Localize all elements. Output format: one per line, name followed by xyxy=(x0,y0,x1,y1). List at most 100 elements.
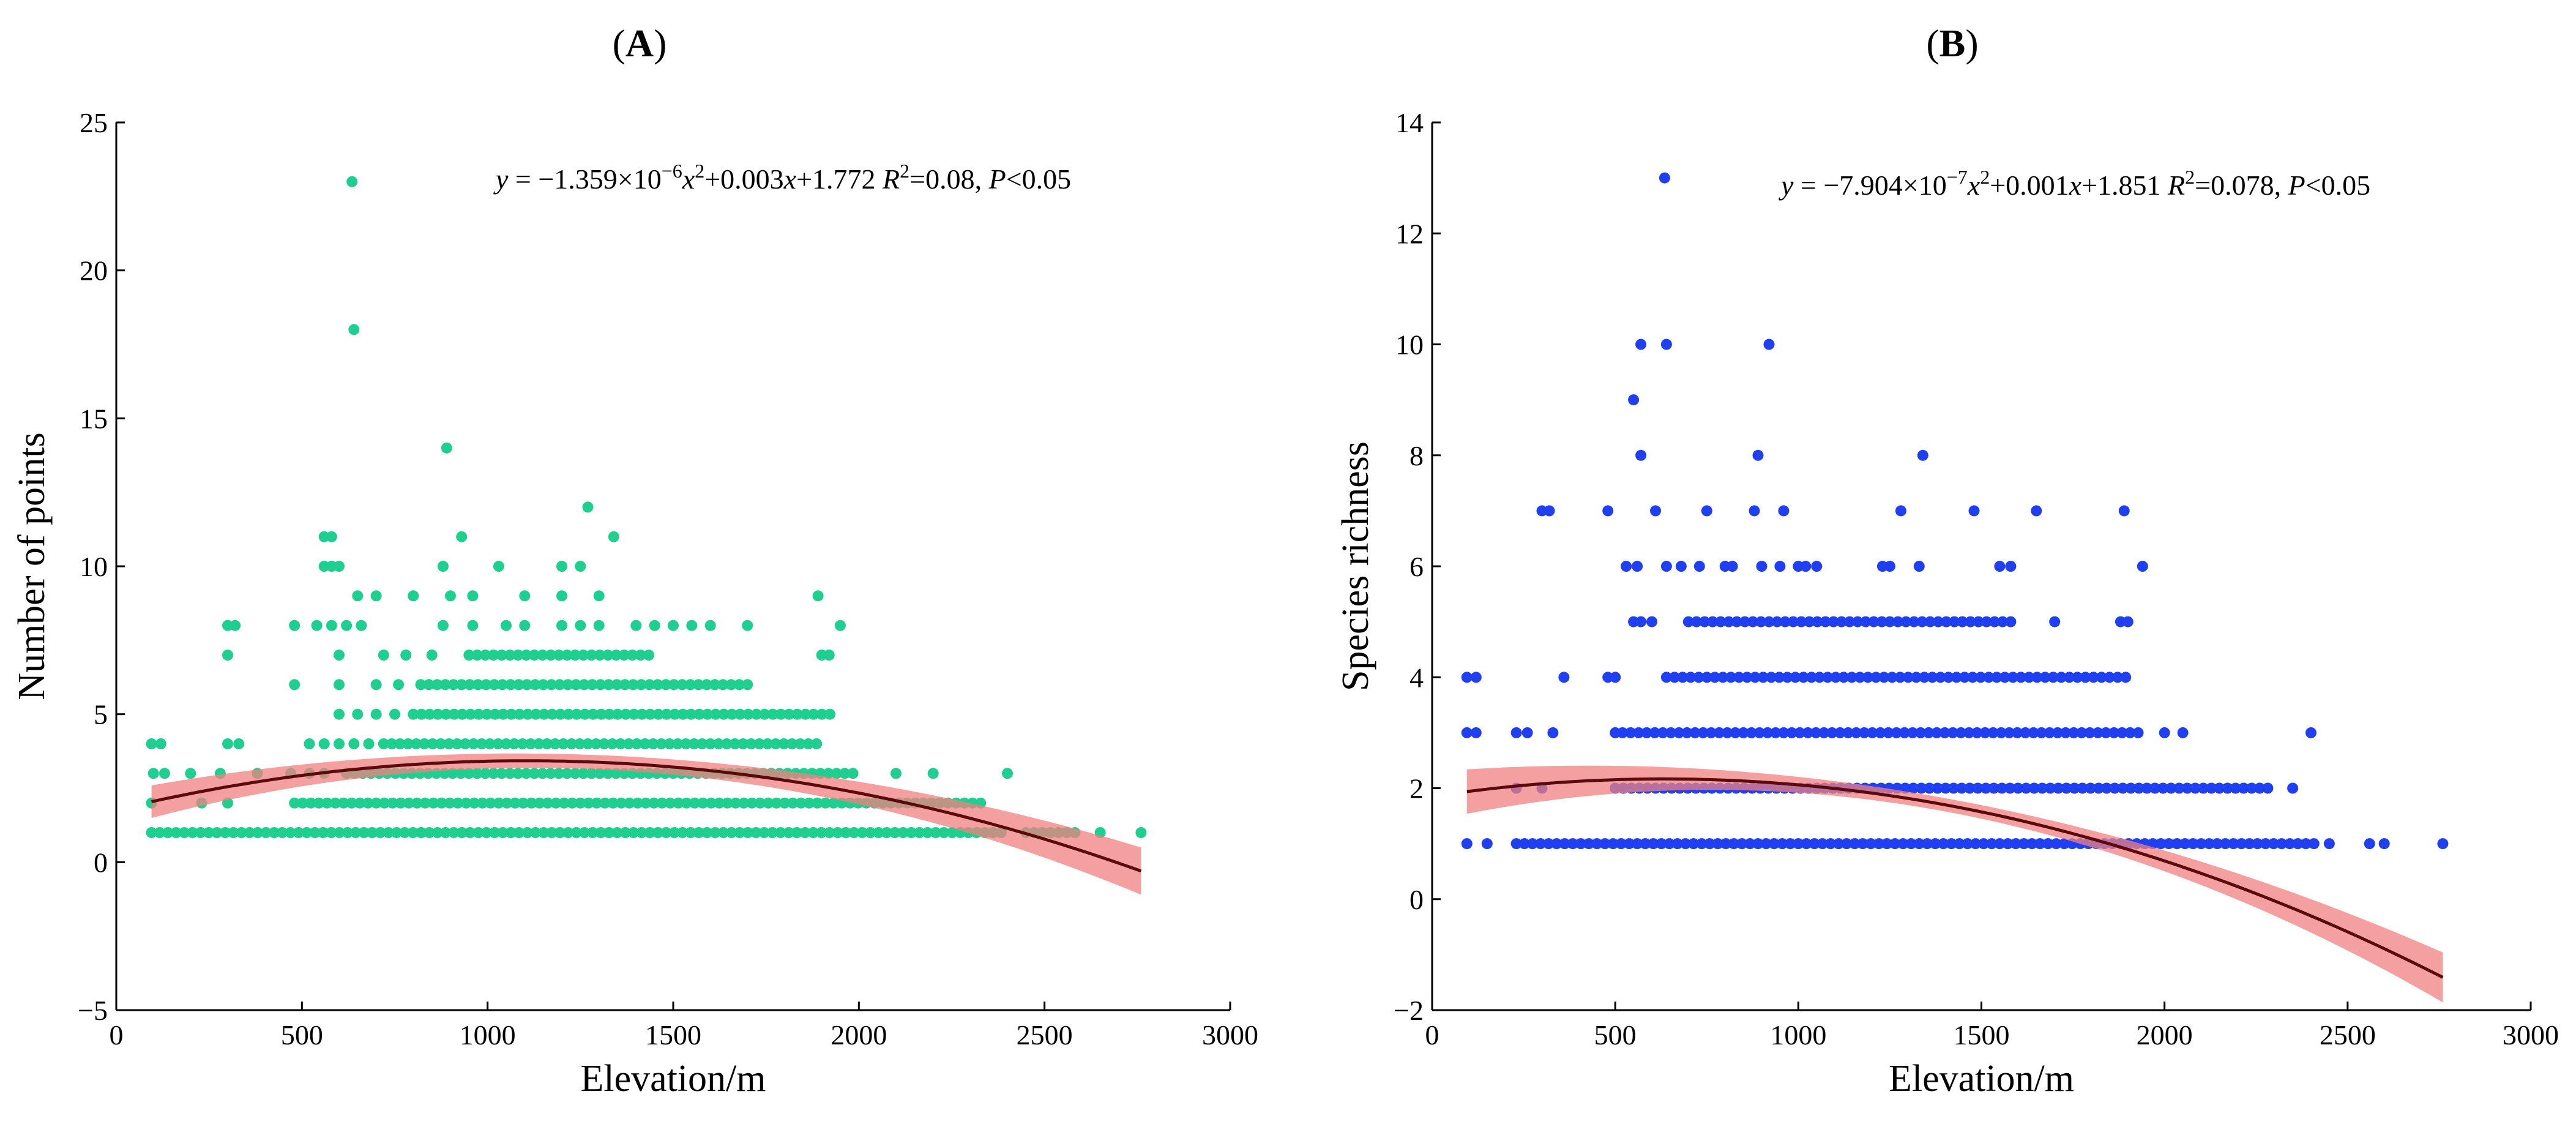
x-tick-label: 2500 xyxy=(1017,1019,1073,1051)
data-point xyxy=(1981,616,1992,628)
y-tick-label: −2 xyxy=(1394,995,1424,1026)
data-point xyxy=(437,620,449,631)
data-point xyxy=(435,738,447,749)
data-point xyxy=(530,708,542,720)
data-point xyxy=(1712,838,1723,850)
data-point xyxy=(612,708,623,720)
data-point xyxy=(399,827,411,838)
data-point xyxy=(423,679,435,691)
data-point xyxy=(631,738,643,749)
data-point xyxy=(1763,339,1775,350)
data-point xyxy=(2055,672,2067,683)
data-point xyxy=(644,827,655,838)
data-point xyxy=(370,797,382,809)
data-point xyxy=(677,827,689,838)
data-point xyxy=(709,679,720,691)
data-point xyxy=(602,768,614,779)
data-point xyxy=(746,797,758,809)
data-point xyxy=(2023,672,2035,683)
data-point xyxy=(819,797,831,809)
data-point xyxy=(1800,561,1812,572)
data-point xyxy=(2133,782,2145,794)
chart-b-x-axis-title: Elevation/m xyxy=(1889,1058,2074,1100)
data-point xyxy=(946,827,958,838)
data-point xyxy=(663,738,675,749)
data-point xyxy=(721,738,733,749)
data-point xyxy=(823,768,834,779)
data-point xyxy=(346,176,358,187)
data-point xyxy=(321,797,333,809)
data-point xyxy=(1567,838,1578,850)
data-point xyxy=(1709,672,1720,683)
data-point xyxy=(1924,782,1935,794)
data-point xyxy=(1930,838,1941,850)
data-point xyxy=(187,827,198,838)
eq-coef: = −1.359×10 xyxy=(508,163,661,195)
data-point xyxy=(2104,672,2115,683)
data-point xyxy=(599,738,610,749)
data-point xyxy=(378,738,389,749)
eq-square: 2 xyxy=(695,160,704,182)
data-point xyxy=(554,708,566,720)
data-point xyxy=(2268,838,2279,850)
eq-x: x xyxy=(682,163,695,195)
data-point xyxy=(545,650,556,661)
data-point xyxy=(652,827,664,838)
data-point xyxy=(1693,672,1704,683)
data-point xyxy=(1786,727,1798,738)
data-point xyxy=(2068,727,2080,738)
data-point xyxy=(553,650,565,661)
data-point xyxy=(538,827,550,838)
data-point xyxy=(456,827,468,838)
data-point xyxy=(750,708,762,720)
data-point xyxy=(2109,782,2121,794)
data-point xyxy=(1793,838,1804,850)
data-point xyxy=(1913,838,1925,850)
data-point xyxy=(1752,838,1764,850)
data-point xyxy=(1762,727,1774,738)
data-point xyxy=(501,797,513,809)
data-point xyxy=(260,827,272,838)
data-point xyxy=(505,679,517,691)
data-point xyxy=(1771,616,1783,628)
data-point xyxy=(556,620,567,631)
data-point xyxy=(1660,339,1672,350)
data-point xyxy=(608,531,619,542)
data-point xyxy=(1954,838,1965,850)
data-point xyxy=(1802,727,1813,738)
data-point xyxy=(1646,616,1657,628)
data-point xyxy=(767,827,778,838)
data-point xyxy=(799,827,811,838)
data-point xyxy=(1745,727,1757,738)
data-point xyxy=(665,797,676,809)
data-point xyxy=(1867,727,1878,738)
data-point xyxy=(847,768,859,779)
chart-a-panel-label: (A) xyxy=(613,21,667,65)
data-point xyxy=(655,738,667,749)
data-point xyxy=(326,620,337,631)
x-tick-label: 1500 xyxy=(645,1019,701,1051)
data-point xyxy=(2308,838,2320,850)
data-point xyxy=(672,738,684,749)
data-point xyxy=(415,679,427,691)
data-point xyxy=(501,738,512,749)
eq-r-exponent: 2 xyxy=(900,160,909,182)
data-point xyxy=(456,679,468,691)
data-point xyxy=(2060,727,2072,738)
data-point xyxy=(1551,838,1562,850)
data-point xyxy=(2031,505,2042,517)
data-point xyxy=(1968,505,1980,517)
data-point xyxy=(2300,838,2312,850)
data-point xyxy=(2018,838,2029,850)
data-point xyxy=(603,827,614,838)
data-point xyxy=(775,827,786,838)
data-point xyxy=(1685,672,1697,683)
data-point xyxy=(839,768,851,779)
data-point xyxy=(2149,782,2161,794)
data-point xyxy=(334,738,345,749)
data-point xyxy=(561,650,573,661)
data-point xyxy=(1924,616,1936,628)
data-point xyxy=(1744,838,1756,850)
data-point xyxy=(575,561,586,572)
